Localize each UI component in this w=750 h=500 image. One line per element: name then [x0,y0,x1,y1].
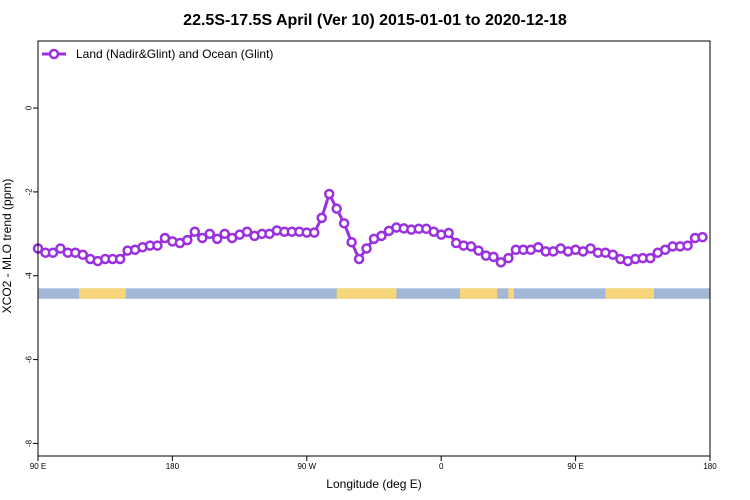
data-point [488,251,499,263]
data-point [353,253,365,265]
data-point [55,243,66,254]
data-point [645,252,656,264]
legend-marker [48,48,60,60]
x-axis-label: Longitude (deg E) [326,477,421,491]
y-axis-label: XCO2 - MLO trend (ppm) [0,179,14,314]
y-axis: 0 -2 -4 -6 -8 [24,105,38,447]
y-tick-label: -8 [24,439,33,447]
y-tick-label: 0 [24,105,33,110]
data-point [585,243,596,254]
data-point [114,253,126,265]
data-point [376,230,387,242]
land-segment [459,288,498,299]
data-point [197,232,208,244]
data-point [182,234,193,246]
data-point [682,240,693,251]
land-segment [508,288,514,299]
data-point [331,203,342,214]
data-point [361,243,372,254]
y-tick-label: -6 [24,355,33,363]
data-point [47,247,59,258]
data-point [189,226,201,237]
data-point [219,228,230,240]
data-point [495,257,507,268]
data-point [77,249,89,261]
x-tick-label: 180 [703,462,717,471]
data-point [346,236,357,248]
data-point [152,240,163,251]
data-point [443,227,454,239]
data-point [503,252,514,264]
data-point [465,241,477,252]
land-segment [605,288,654,299]
chart-title: 22.5S-17.5S April (Ver 10) 2015-01-01 to… [183,12,567,29]
data-point [338,218,350,229]
x-axis: 90 E 180 90 W 0 90 E 180 [30,456,717,471]
x-tick-label: 90 E [30,462,46,471]
series-layer [32,188,708,268]
data-point [316,212,327,224]
data-point [309,227,320,238]
x-tick-label: 90 E [567,462,583,471]
data-point [211,233,223,245]
data-point [241,226,253,237]
data-point [697,231,708,243]
y-tick-label: -2 [24,188,33,196]
data-point [323,188,335,200]
x-tick-label: 90 W [297,462,316,471]
x-tick-label: 180 [166,462,180,471]
data-point [473,245,484,256]
data-point [533,241,544,253]
plot-frame [37,40,711,457]
legend: Land (Nadir&Glint) and Ocean (Glint) [42,47,273,61]
y-tick-label: -4 [24,272,33,280]
legend-label: Land (Nadir&Glint) and Ocean (Glint) [76,47,273,61]
land-segment [79,288,126,299]
surface-band [38,288,710,299]
x-tick-label: 0 [439,462,444,471]
data-point [204,228,215,240]
data-point [607,249,619,261]
land-segment [336,288,397,299]
